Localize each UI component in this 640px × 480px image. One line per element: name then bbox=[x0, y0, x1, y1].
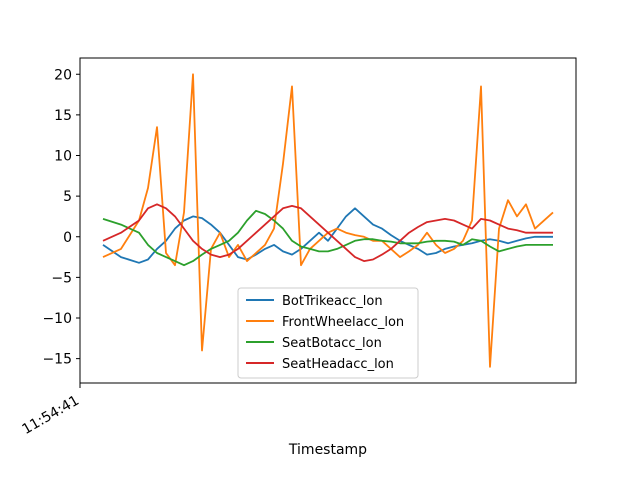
y-tick-label: −15 bbox=[42, 352, 72, 368]
legend: BotTrikeacc_lon FrontWheelacc_lon SeatBota… bbox=[237, 287, 419, 379]
y-tick-label: 5 bbox=[63, 189, 72, 205]
y-tick-label: 0 bbox=[63, 230, 72, 246]
legend-entry-BotTrikeacc_lon: BotTrikeacc_lon bbox=[282, 294, 383, 309]
y-axis: −15 −10 −5 0 5 10 15 20 bbox=[42, 67, 80, 368]
y-tick-label: −10 bbox=[42, 311, 72, 327]
legend-entry-FrontWheelacc_lon: FrontWheelacc_lon bbox=[282, 315, 404, 330]
legend-box bbox=[237, 287, 419, 379]
y-tick-label: 10 bbox=[54, 149, 72, 165]
plot-frame bbox=[79, 57, 577, 384]
series-layer bbox=[102, 73, 554, 368]
legend-entry-SeatHeadacc_lon: SeatHeadacc_lon bbox=[282, 357, 394, 372]
y-tick-label: −5 bbox=[51, 270, 72, 286]
legend-entry-SeatBotacc_lon: SeatBotacc_lon bbox=[282, 336, 382, 351]
y-tick-label: 20 bbox=[54, 67, 72, 83]
series-line-SeatHeadacc_lon bbox=[102, 203, 553, 263]
series-line-SeatBotacc_lon bbox=[102, 209, 553, 267]
series-line-FrontWheelacc_lon bbox=[102, 73, 554, 368]
series-line-BotTrikeacc_lon bbox=[102, 207, 553, 264]
x-axis-label: Timestamp bbox=[288, 442, 367, 458]
y-tick-label: 15 bbox=[54, 108, 72, 124]
